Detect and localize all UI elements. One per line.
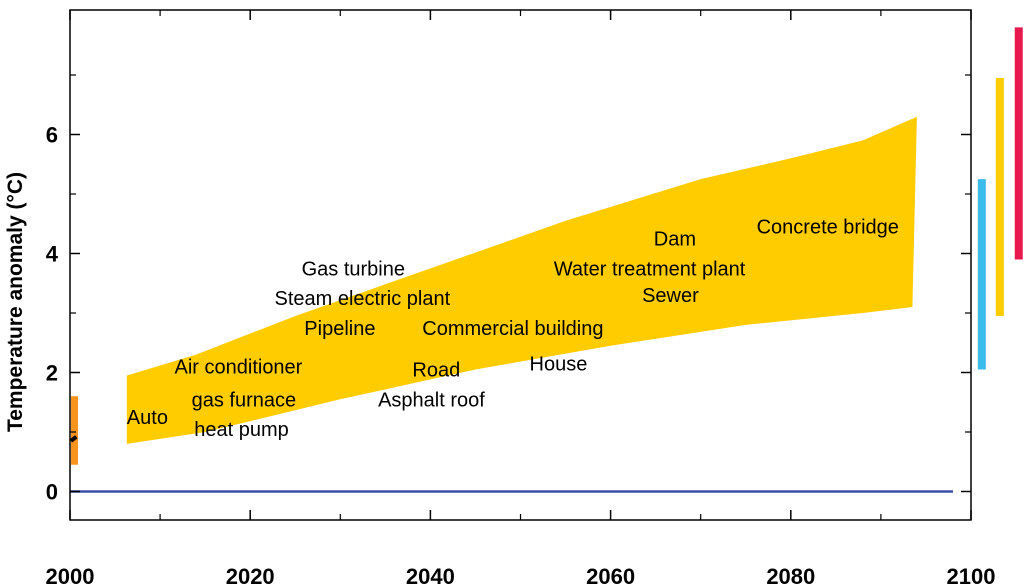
infrastructure-label: Concrete bridge [757,217,899,239]
x-tick-label: 2100 [947,564,996,585]
infrastructure-label: Auto [127,407,168,429]
infrastructure-label: Water treatment plant [554,258,746,280]
observed-point [69,435,78,443]
infrastructure-label: Air conditioner [175,357,303,379]
y-tick-label: 6 [46,123,58,148]
x-tick-label: 2020 [226,564,275,585]
x-tick-label: 2080 [766,564,815,585]
infrastructure-label: Steam electric plant [275,288,451,310]
infrastructure-label: House [530,354,588,376]
infrastructure-label: Road [412,360,460,382]
x-tick-label: 2000 [46,564,95,585]
side-bar-layer [977,27,1023,370]
y-tick-label: 2 [46,361,58,386]
infrastructure-label: Pipeline [304,318,375,340]
infrastructure-label: Asphalt roof [378,389,485,411]
infrastructure-label: Dam [654,229,696,251]
tick-layer: 2000 2020 2040 2060 2080 2100 0 2 4 6 [46,10,996,585]
infrastructure-label: gas furnace [192,389,297,411]
projection-band [126,116,917,444]
projection-band-layer [126,116,917,444]
infrastructure-label: Commercial building [422,318,603,340]
y-tick-label: 0 [46,480,58,505]
y-tick-label: 4 [46,242,59,267]
y-axis-label: Temperature anomaly (°C) [4,172,27,432]
infrastructure-label: Gas turbine [302,258,405,280]
infrastructure-label: Sewer [642,285,699,307]
x-tick-label: 2040 [406,564,455,585]
x-tick-label: 2060 [586,564,635,585]
observed-layer [69,396,79,465]
annotation-layer: Concrete bridge Dam Water treatment plant S… [127,217,899,441]
infrastructure-label: heat pump [194,419,289,441]
